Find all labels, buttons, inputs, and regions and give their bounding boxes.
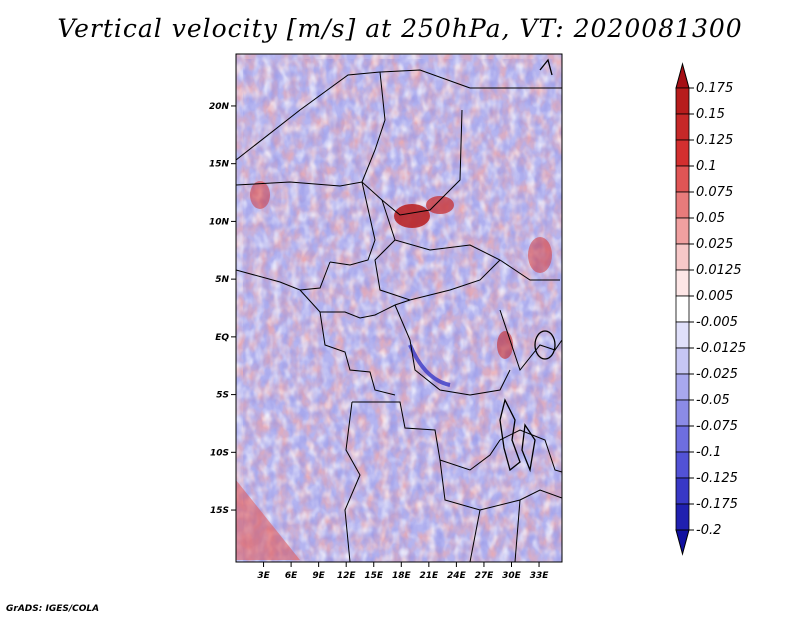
colorbar-bottom-arrow <box>675 529 690 556</box>
colorbar-swatch <box>675 165 690 193</box>
colorbar-swatch <box>675 295 690 323</box>
lon-tick-label: 30E <box>502 571 522 581</box>
lake-outlines <box>499 58 556 473</box>
map-frame <box>235 53 563 563</box>
colorbar-swatch <box>675 321 690 349</box>
colorbar-swatch <box>675 139 690 167</box>
lon-tick-label: 3E <box>257 571 270 581</box>
lat-tick-label: EQ <box>215 333 229 343</box>
colorbar-label: 0.1 <box>696 159 717 174</box>
colorbar-label: 0.075 <box>696 185 733 200</box>
lat-tick-label: 20N <box>209 102 230 112</box>
colorbar-label: 0.175 <box>696 81 733 96</box>
country-borders <box>236 69 562 562</box>
lon-tick-label: 15E <box>364 571 384 581</box>
colorbar-swatch <box>675 269 690 297</box>
longitude-axis: 3E 6E 9E 12E 15E 18E 21E 24E 27E 30E 33E <box>257 562 549 581</box>
colorbar-label: 0.025 <box>696 237 733 252</box>
colorbar-label: -0.05 <box>696 393 730 408</box>
colorbar-label: 0.005 <box>696 289 733 304</box>
colorbar-label: 0.15 <box>696 107 725 122</box>
lon-tick-label: 33E <box>530 571 550 581</box>
colorbar-label: 0.05 <box>696 211 725 226</box>
lon-tick-label: 27E <box>475 571 495 581</box>
colorbar-label: -0.005 <box>696 315 738 330</box>
lon-tick-label: 9E <box>312 571 325 581</box>
lat-tick-label: 10N <box>209 217 230 227</box>
colorbar-swatch <box>675 113 690 141</box>
colorbar-swatch <box>675 399 690 427</box>
colorbar-label: -0.2 <box>696 523 721 538</box>
colorbar-swatch <box>675 87 690 115</box>
latitude-axis: 20N 15N 10N 5N EQ 5S 10S 15S <box>209 102 236 516</box>
colorbar-label: 0.125 <box>696 133 733 148</box>
lat-tick-label: 15S <box>210 506 229 516</box>
lon-tick-label: 6E <box>285 571 298 581</box>
colorbar-label: -0.1 <box>696 445 721 460</box>
lon-tick-label: 12E <box>337 571 357 581</box>
colorbar-top-arrow <box>675 62 690 89</box>
lon-tick-label: 18E <box>392 571 412 581</box>
colorbar-label: -0.025 <box>696 367 738 382</box>
colorbar-label: -0.0125 <box>696 341 746 356</box>
colorbar-swatch <box>675 243 690 271</box>
colorbar-swatch <box>675 425 690 453</box>
velocity-field <box>236 54 562 562</box>
colorbar-label: -0.075 <box>696 419 738 434</box>
lat-tick-label: 5S <box>216 391 229 401</box>
colorbar-swatch <box>675 373 690 401</box>
map-title: Vertical velocity [m/s] at 250hPa, VT: 2… <box>57 14 743 43</box>
colorbar-label: -0.125 <box>696 471 738 486</box>
lat-tick-label: 5N <box>215 275 229 285</box>
lon-tick-label: 21E <box>420 571 440 581</box>
colorbar: 0.175 0.15 0.125 0.1 0.075 0.05 0.025 0.0125 0.0… <box>675 62 746 556</box>
colorbar-label: -0.175 <box>696 497 738 512</box>
footer-credit: GrADS: IGES/COLA <box>6 604 100 614</box>
lon-tick-label: 24E <box>447 571 467 581</box>
lat-tick-label: 10S <box>210 448 229 458</box>
colorbar-swatch <box>675 347 690 375</box>
colorbar-swatch <box>675 451 690 479</box>
colorbar-swatch <box>675 217 690 245</box>
lat-tick-label: 15N <box>209 160 230 170</box>
colorbar-swatch <box>675 477 690 505</box>
colorbar-swatch <box>675 191 690 219</box>
colorbar-label: 0.0125 <box>696 263 742 278</box>
colorbar-swatch <box>675 503 690 531</box>
